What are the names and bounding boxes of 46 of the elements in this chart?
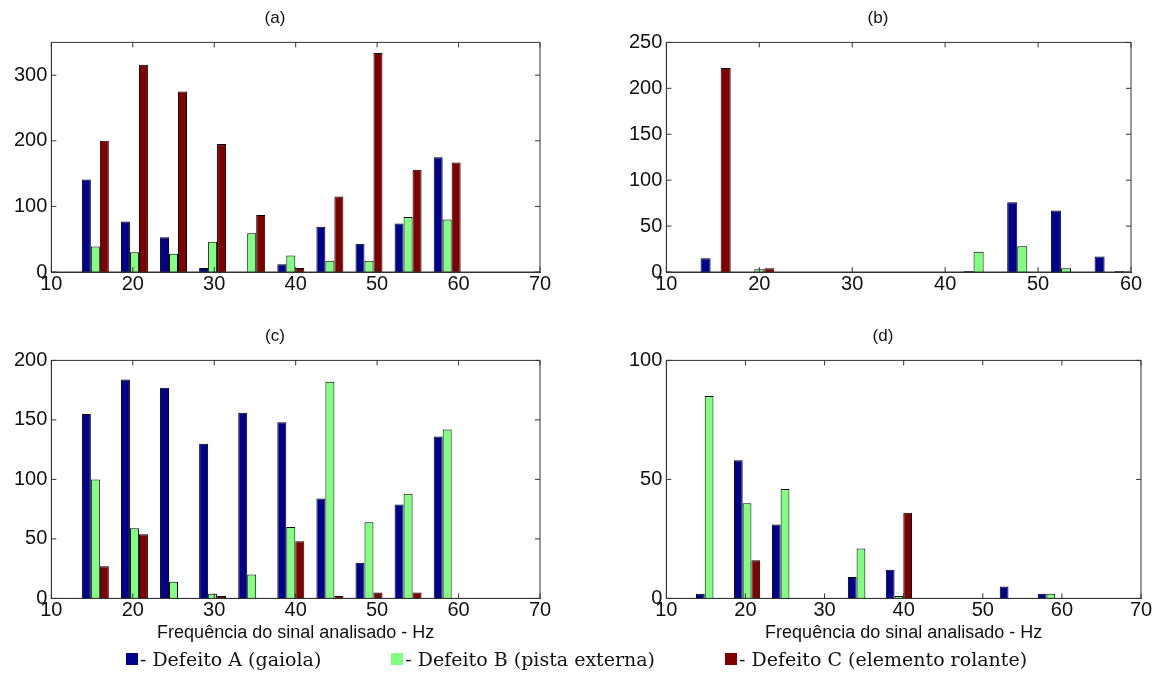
x-tick-label: 70 — [528, 597, 552, 620]
chart-title: (d) — [872, 325, 894, 345]
x-tick-label: 50 — [971, 597, 994, 620]
x-tick-label: 30 — [841, 271, 864, 294]
x-tick-label: 40 — [934, 271, 957, 294]
chart-title: (a) — [264, 7, 286, 27]
y-tick-label: 150 — [628, 121, 663, 144]
y-tick-label: 50 — [640, 213, 663, 236]
y-tick-label: 50 — [640, 466, 663, 489]
y-tick-label: 100 — [628, 167, 663, 190]
x-tick-label: 50 — [366, 271, 389, 294]
y-tick-label: 50 — [25, 526, 48, 549]
x-tick-label: 70 — [1129, 597, 1153, 620]
x-tick-label: 20 — [121, 597, 144, 620]
x-tick-label: 40 — [284, 271, 307, 294]
x-tick-label: 60 — [447, 271, 470, 294]
x-tick-label: 70 — [528, 271, 552, 294]
x-tick-label: 30 — [203, 597, 226, 620]
chart-title: (b) — [867, 7, 889, 27]
x-tick-label: 40 — [284, 597, 307, 620]
y-tick-label: 250 — [628, 29, 663, 52]
x-tick-label: 30 — [813, 597, 836, 620]
y-tick-label: 200 — [628, 75, 663, 98]
y-tick-label: 100 — [628, 347, 663, 370]
x-tick-label: 50 — [1026, 271, 1050, 294]
x-tick-label: 20 — [748, 271, 771, 294]
x-tick-label: 60 — [1119, 271, 1143, 294]
y-tick-label: 100 — [13, 466, 48, 489]
x-tick-label: 30 — [203, 271, 226, 294]
chart-title: (c) — [265, 325, 285, 345]
y-tick-label: 200 — [13, 347, 48, 370]
legend-label: - Defeito C (elemento rolante) — [739, 648, 1028, 670]
y-tick-label: 300 — [13, 62, 48, 85]
x-tick-label: 20 — [734, 597, 757, 620]
legend-label: - Defeito A (gaiola) — [139, 648, 322, 670]
y-tick-label: 100 — [13, 193, 48, 216]
y-tick-label: 150 — [13, 407, 48, 430]
x-tick-label: 50 — [366, 597, 389, 620]
x-axis-title: Frequência do sinal analisado - Hz — [765, 622, 1043, 643]
x-tick-label: 20 — [121, 271, 144, 294]
y-tick-label: 200 — [13, 128, 48, 151]
x-tick-label: 60 — [447, 597, 470, 620]
legend-label: - Defeito B (pista externa) — [405, 648, 656, 670]
x-axis-title: Frequência do sinal analisado - Hz — [157, 622, 435, 643]
x-tick-label: 40 — [892, 597, 915, 620]
x-tick-label: 60 — [1050, 597, 1074, 620]
